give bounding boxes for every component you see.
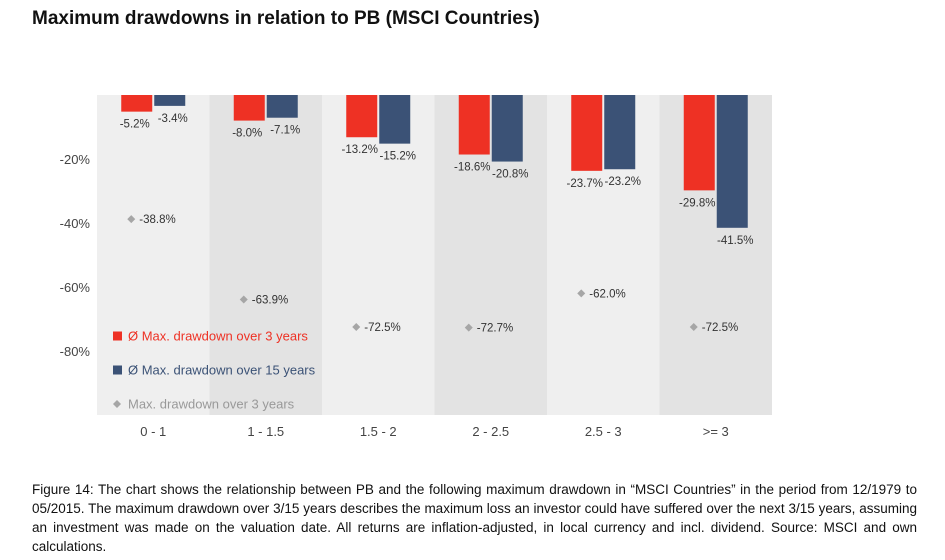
chart-area: -5.2% -3.4%-38.8%-8.0% -7.1%-63.9%-13.2%-1… [60,95,772,439]
data-label-3y: -5.2% [120,119,150,131]
legend-label: Ø Max. drawdown over 3 years [128,329,308,344]
data-label-15y: -3.4% [158,113,188,125]
y-tick-label: -20% [60,152,91,167]
x-tick-label: 1 - 1.5 [247,424,284,439]
bar-15y [266,95,298,118]
data-label-3y: -13.2% [342,144,378,156]
x-tick-label: 2.5 - 3 [585,424,622,439]
bar-15y [154,95,186,106]
legend-item: Max. drawdown over 3 years [113,397,295,412]
data-label-15y: -41.5% [717,235,753,247]
y-axis: -20% -40% -60% -80% [60,152,91,359]
marker-point [577,289,586,298]
legend-marker-swatch [113,400,121,408]
bar-3y [346,95,378,138]
category-band [209,95,322,415]
y-tick-label: -40% [60,216,91,231]
legend-item: Ø Max. drawdown over 3 years [113,329,308,344]
x-tick-label: 2 - 2.5 [472,424,509,439]
category-band [434,95,547,415]
x-tick-label: 0 - 1 [140,424,166,439]
marker-series [127,215,698,332]
data-label-marker: -63.9% [252,294,288,306]
legend-swatch [113,365,122,375]
category-band [97,95,210,415]
data-labels: -5.2% -3.4%-38.8%-8.0% -7.1%-63.9%-13.2%-1… [120,113,754,335]
data-label-15y: -23.2% [605,176,641,188]
marker-point [464,323,473,332]
bar-15y [604,95,636,170]
category-bands [97,95,772,415]
bar-series [121,95,748,228]
bar-15y [491,95,523,162]
data-label-15y: -20.8% [492,169,528,181]
y-tick-label: -80% [60,344,91,359]
marker-point [352,323,361,331]
category-band [659,95,772,415]
data-label-marker: -72.5% [702,322,738,334]
data-label-marker: -72.5% [364,322,400,334]
bar-3y [683,95,715,191]
x-tick-label: >= 3 [703,424,729,439]
y-tick-label: -60% [60,280,91,295]
data-label-15y: -7.1% [270,125,300,137]
chart-title: Maximum drawdowns in relation to PB (MSC… [32,8,540,29]
legend-swatch [113,331,122,341]
figure-caption: Figure 14: The chart shows the relations… [32,482,917,554]
category-band [322,95,435,415]
bar-15y [379,95,411,144]
bar-3y [121,95,153,112]
data-label-marker: -72.7% [477,323,513,335]
category-band [547,95,660,415]
data-label-marker: -38.8% [139,214,175,226]
marker-point [127,215,136,224]
bar-15y [716,95,748,228]
x-axis: 0 - 1 1 - 1.5 1.5 - 2 2 - 2.5 2.5 - 3 >= 3 [140,424,729,439]
marker-point [689,323,698,331]
data-label-3y: -18.6% [454,162,490,174]
legend-item: Ø Max. drawdown over 15 years [113,363,316,378]
legend: Ø Max. drawdown over 3 years Ø Max. drawd… [113,329,316,412]
legend-label: Max. drawdown over 3 years [128,397,295,412]
data-label-3y: -23.7% [567,178,603,190]
data-label-marker: -62.0% [589,288,625,300]
data-label-15y: -15.2% [380,151,416,163]
bar-3y [458,95,490,155]
bar-3y [233,95,265,121]
x-tick-label: 1.5 - 2 [360,424,397,439]
marker-point [239,295,248,304]
legend-label: Ø Max. drawdown over 15 years [128,363,316,378]
bar-3y [571,95,603,171]
data-label-3y: -8.0% [232,128,262,140]
data-label-3y: -29.8% [679,197,715,209]
